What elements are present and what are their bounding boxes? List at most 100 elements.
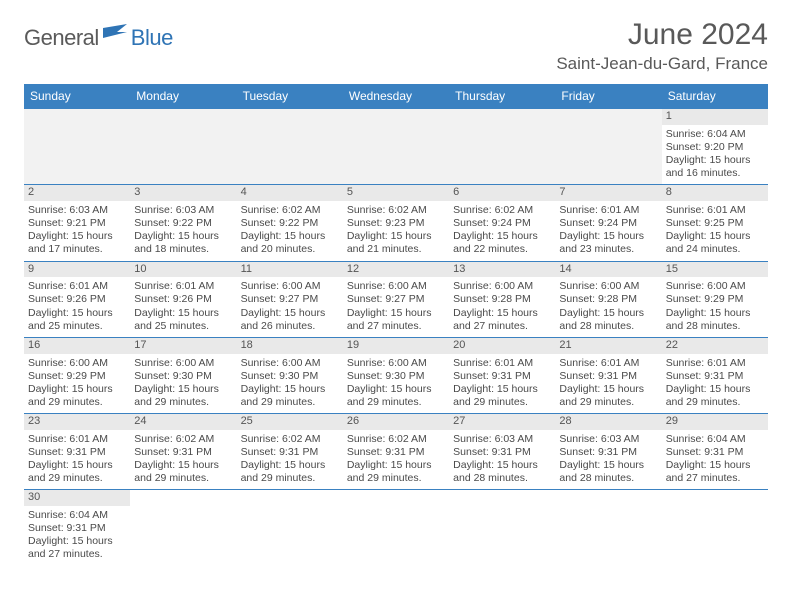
calendar-document: General Blue June 2024 Saint-Jean-du-Gar… xyxy=(0,0,792,566)
sunset-text: Sunset: 9:24 PM xyxy=(453,217,551,230)
daylight2-text: and 16 minutes. xyxy=(666,167,764,180)
weekday-header: Wednesday xyxy=(343,84,449,109)
daylight2-text: and 24 minutes. xyxy=(666,243,764,256)
daylight2-text: and 20 minutes. xyxy=(241,243,339,256)
day-number: 11 xyxy=(237,262,343,278)
daylight2-text: and 28 minutes. xyxy=(666,320,764,333)
daylight1-text: Daylight: 15 hours xyxy=(134,307,232,320)
day-cell: 8Sunrise: 6:01 AMSunset: 9:25 PMDaylight… xyxy=(662,185,768,260)
day-cell: 14Sunrise: 6:00 AMSunset: 9:28 PMDayligh… xyxy=(555,262,661,337)
sunset-text: Sunset: 9:24 PM xyxy=(559,217,657,230)
sunrise-text: Sunrise: 6:02 AM xyxy=(453,204,551,217)
sunset-text: Sunset: 9:26 PM xyxy=(28,293,126,306)
sunset-text: Sunset: 9:27 PM xyxy=(241,293,339,306)
day-number: 4 xyxy=(237,185,343,201)
day-cell: 9Sunrise: 6:01 AMSunset: 9:26 PMDaylight… xyxy=(24,262,130,337)
sunset-text: Sunset: 9:31 PM xyxy=(666,370,764,383)
daylight2-text: and 29 minutes. xyxy=(241,396,339,409)
day-cell: 19Sunrise: 6:00 AMSunset: 9:30 PMDayligh… xyxy=(343,338,449,413)
daylight1-text: Daylight: 15 hours xyxy=(28,383,126,396)
day-number: 14 xyxy=(555,262,661,278)
week-row: 16Sunrise: 6:00 AMSunset: 9:29 PMDayligh… xyxy=(24,338,768,414)
daylight1-text: Daylight: 15 hours xyxy=(28,535,126,548)
day-cell xyxy=(130,490,236,565)
sunrise-text: Sunrise: 6:01 AM xyxy=(559,357,657,370)
week-row: 1Sunrise: 6:04 AMSunset: 9:20 PMDaylight… xyxy=(24,109,768,185)
weekday-header: Monday xyxy=(130,84,236,109)
title-block: June 2024 Saint-Jean-du-Gard, France xyxy=(556,18,768,74)
daylight1-text: Daylight: 15 hours xyxy=(559,230,657,243)
weekday-header: Saturday xyxy=(662,84,768,109)
day-cell xyxy=(343,109,449,184)
day-cell: 16Sunrise: 6:00 AMSunset: 9:29 PMDayligh… xyxy=(24,338,130,413)
sunrise-text: Sunrise: 6:00 AM xyxy=(666,280,764,293)
day-number: 3 xyxy=(130,185,236,201)
daylight1-text: Daylight: 15 hours xyxy=(241,459,339,472)
brand-logo: General Blue xyxy=(24,18,173,52)
day-number: 16 xyxy=(24,338,130,354)
sunset-text: Sunset: 9:31 PM xyxy=(559,446,657,459)
daylight2-text: and 28 minutes. xyxy=(559,472,657,485)
sunset-text: Sunset: 9:28 PM xyxy=(559,293,657,306)
daylight2-text: and 29 minutes. xyxy=(666,396,764,409)
day-cell: 21Sunrise: 6:01 AMSunset: 9:31 PMDayligh… xyxy=(555,338,661,413)
sunset-text: Sunset: 9:31 PM xyxy=(28,522,126,535)
weekday-header-row: Sunday Monday Tuesday Wednesday Thursday… xyxy=(24,84,768,109)
sunrise-text: Sunrise: 6:02 AM xyxy=(241,433,339,446)
daylight2-text: and 29 minutes. xyxy=(453,396,551,409)
day-number: 27 xyxy=(449,414,555,430)
day-cell: 26Sunrise: 6:02 AMSunset: 9:31 PMDayligh… xyxy=(343,414,449,489)
sunset-text: Sunset: 9:22 PM xyxy=(241,217,339,230)
sunrise-text: Sunrise: 6:01 AM xyxy=(453,357,551,370)
day-number: 6 xyxy=(449,185,555,201)
daylight2-text: and 28 minutes. xyxy=(453,472,551,485)
day-number: 7 xyxy=(555,185,661,201)
daylight2-text: and 21 minutes. xyxy=(347,243,445,256)
day-cell xyxy=(237,109,343,184)
sunrise-text: Sunrise: 6:00 AM xyxy=(28,357,126,370)
sunset-text: Sunset: 9:26 PM xyxy=(134,293,232,306)
sunrise-text: Sunrise: 6:04 AM xyxy=(28,509,126,522)
daylight2-text: and 27 minutes. xyxy=(666,472,764,485)
sunrise-text: Sunrise: 6:04 AM xyxy=(666,433,764,446)
day-number: 30 xyxy=(24,490,130,506)
day-number: 26 xyxy=(343,414,449,430)
sunrise-text: Sunrise: 6:03 AM xyxy=(559,433,657,446)
sunrise-text: Sunrise: 6:01 AM xyxy=(666,204,764,217)
daylight1-text: Daylight: 15 hours xyxy=(134,383,232,396)
day-number: 13 xyxy=(449,262,555,278)
sunrise-text: Sunrise: 6:00 AM xyxy=(347,280,445,293)
day-number: 2 xyxy=(24,185,130,201)
month-title: June 2024 xyxy=(556,18,768,52)
daylight2-text: and 25 minutes. xyxy=(28,320,126,333)
sunrise-text: Sunrise: 6:02 AM xyxy=(347,204,445,217)
flag-icon xyxy=(103,24,129,42)
day-cell: 7Sunrise: 6:01 AMSunset: 9:24 PMDaylight… xyxy=(555,185,661,260)
day-cell: 25Sunrise: 6:02 AMSunset: 9:31 PMDayligh… xyxy=(237,414,343,489)
daylight2-text: and 28 minutes. xyxy=(559,320,657,333)
day-cell: 15Sunrise: 6:00 AMSunset: 9:29 PMDayligh… xyxy=(662,262,768,337)
day-number: 23 xyxy=(24,414,130,430)
sunrise-text: Sunrise: 6:01 AM xyxy=(666,357,764,370)
sunset-text: Sunset: 9:29 PM xyxy=(666,293,764,306)
sunrise-text: Sunrise: 6:01 AM xyxy=(28,433,126,446)
day-number: 24 xyxy=(130,414,236,430)
sunset-text: Sunset: 9:31 PM xyxy=(559,370,657,383)
weekday-header: Thursday xyxy=(449,84,555,109)
daylight2-text: and 29 minutes. xyxy=(134,396,232,409)
sunrise-text: Sunrise: 6:00 AM xyxy=(241,357,339,370)
day-cell: 13Sunrise: 6:00 AMSunset: 9:28 PMDayligh… xyxy=(449,262,555,337)
sunset-text: Sunset: 9:30 PM xyxy=(241,370,339,383)
daylight2-text: and 29 minutes. xyxy=(241,472,339,485)
day-number: 28 xyxy=(555,414,661,430)
sunset-text: Sunset: 9:31 PM xyxy=(453,370,551,383)
daylight2-text: and 18 minutes. xyxy=(134,243,232,256)
brand-part1: General xyxy=(24,25,99,51)
daylight2-text: and 23 minutes. xyxy=(559,243,657,256)
sunset-text: Sunset: 9:31 PM xyxy=(28,446,126,459)
day-number: 21 xyxy=(555,338,661,354)
day-number: 15 xyxy=(662,262,768,278)
daylight2-text: and 27 minutes. xyxy=(28,548,126,561)
day-cell xyxy=(555,109,661,184)
week-row: 23Sunrise: 6:01 AMSunset: 9:31 PMDayligh… xyxy=(24,414,768,490)
